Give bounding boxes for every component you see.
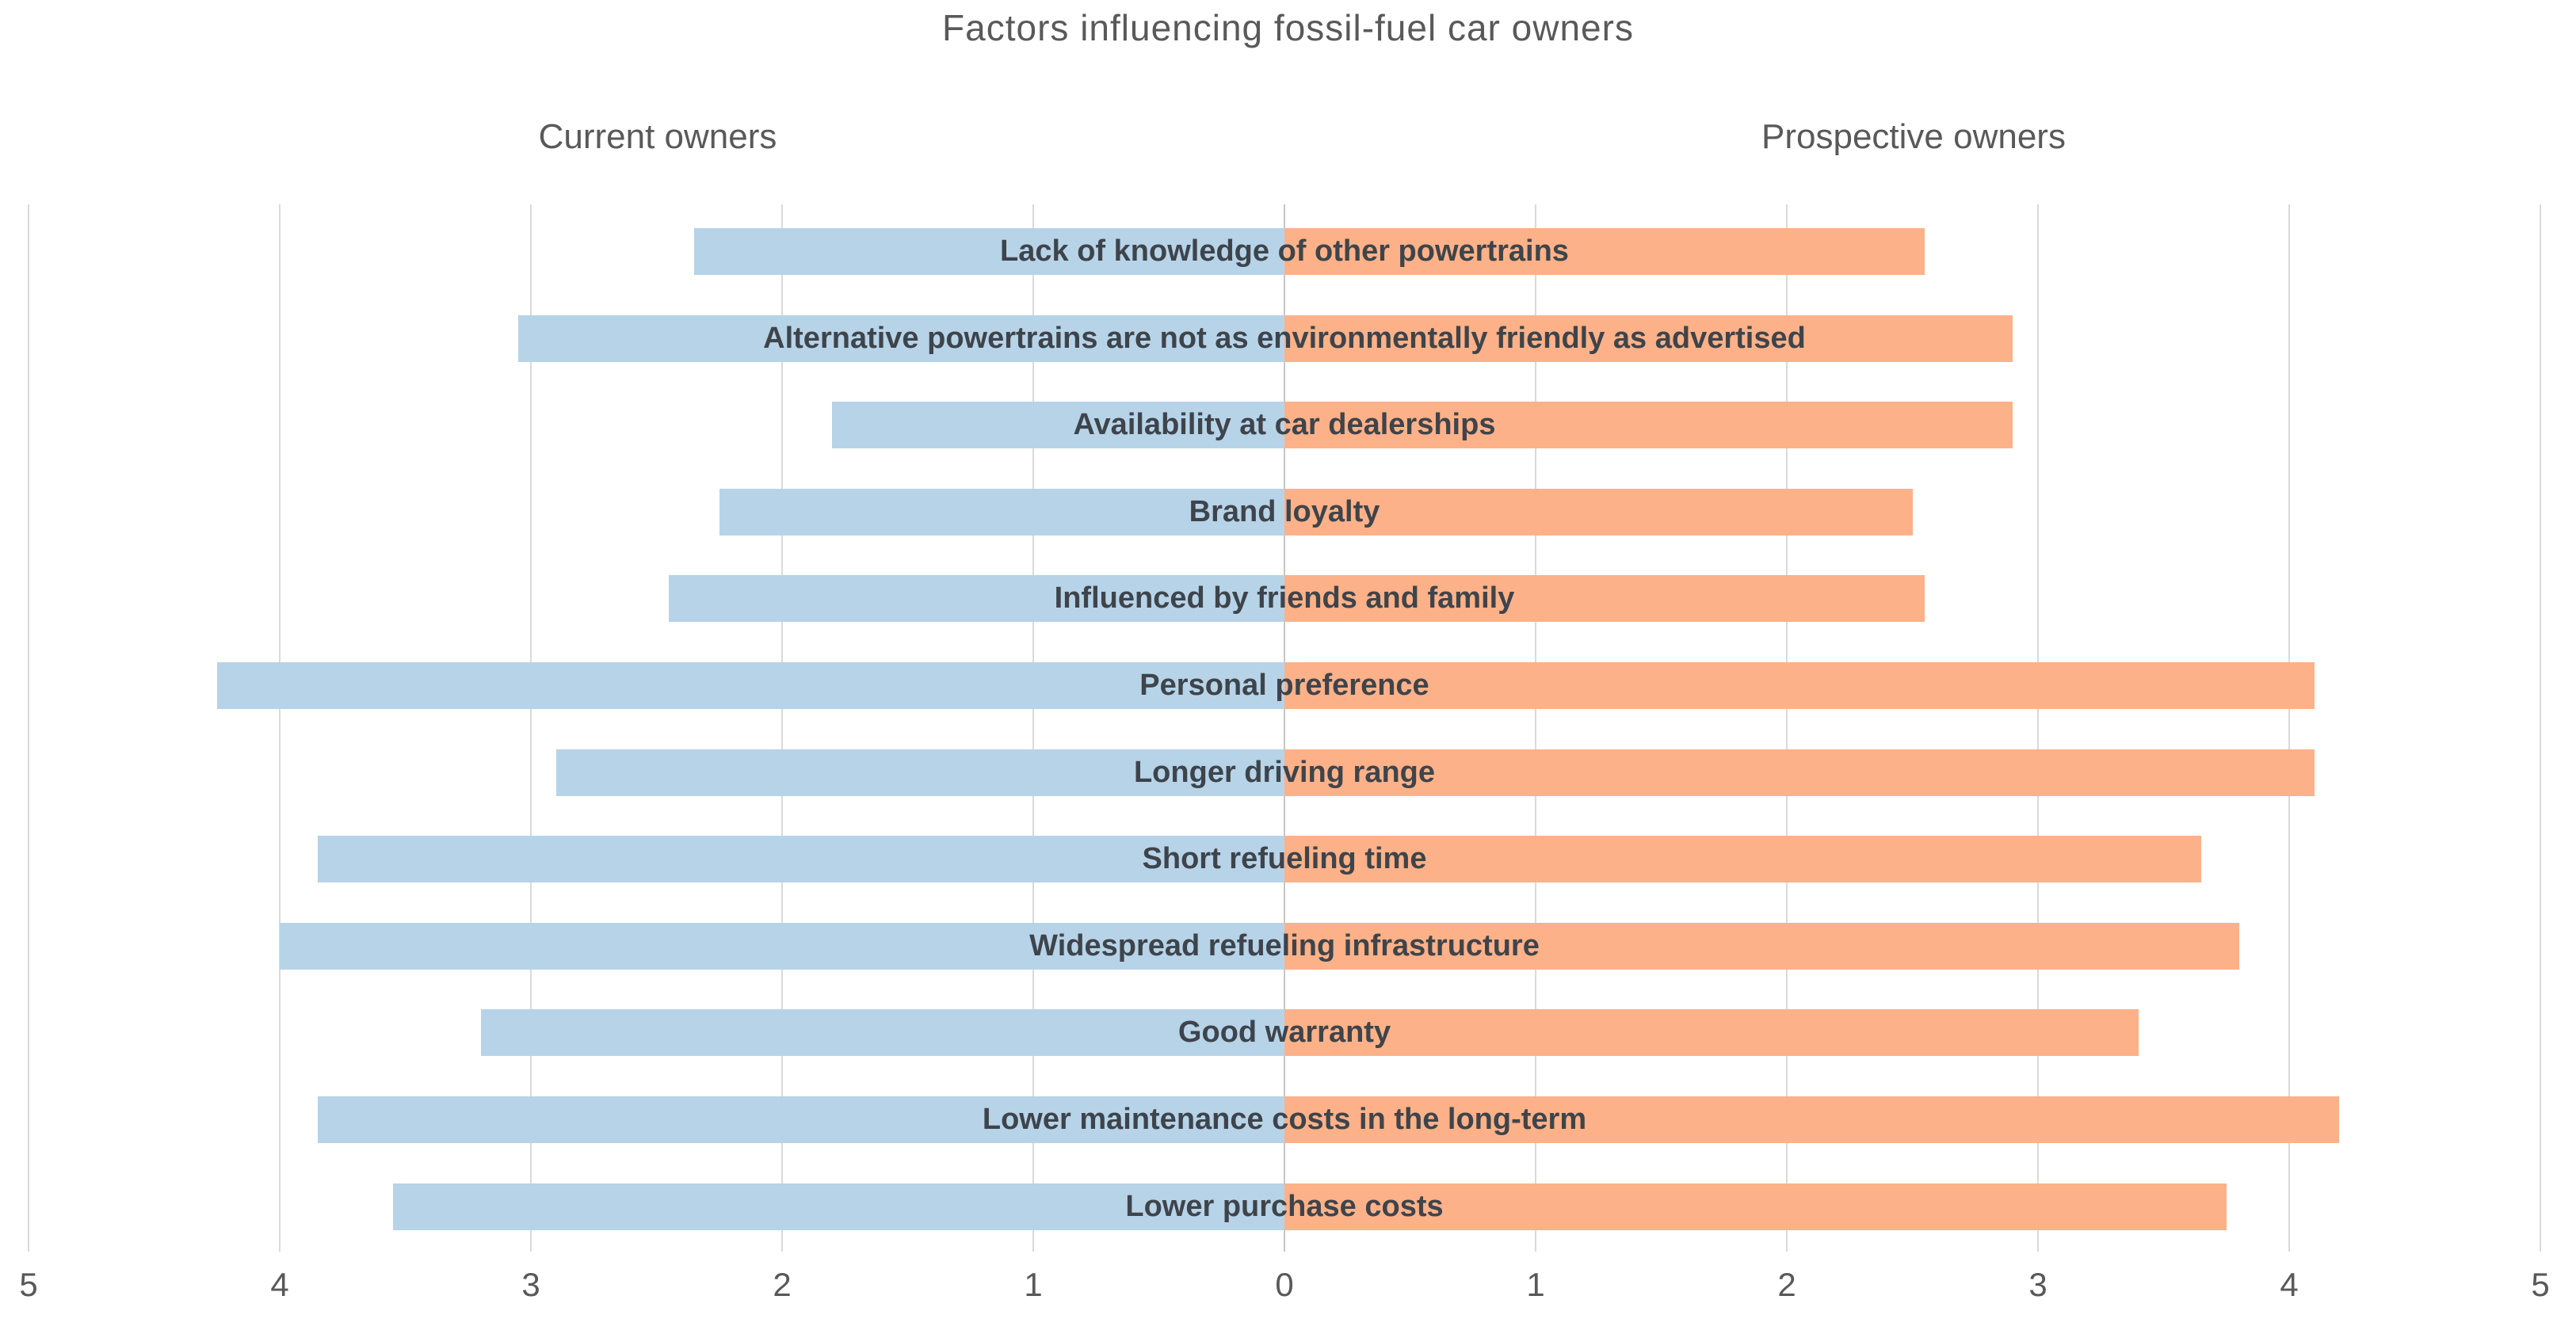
- bar-current-owners: [392, 1183, 1284, 1230]
- x-tick-label: 4: [270, 1266, 289, 1303]
- bar-prospective-owners: [1284, 402, 2013, 448]
- series-header-current-owners: Current owners: [538, 117, 777, 156]
- category-label: Lack of knowledge of other powertrains: [1000, 234, 1569, 268]
- bar-prospective-owners: [1284, 575, 1925, 622]
- x-tick-label: 1: [1024, 1266, 1043, 1303]
- axis-zero-line: [1284, 204, 1285, 1252]
- x-tick-label: 3: [521, 1266, 540, 1303]
- bar-current-owners: [216, 662, 1284, 709]
- category-label: Lower purchase costs: [1125, 1190, 1444, 1223]
- bar-prospective-owners: [1284, 1009, 2139, 1056]
- bar-current-owners: [719, 489, 1284, 536]
- gridline: [28, 204, 29, 1252]
- chart-title: Factors influencing fossil-fuel car owne…: [942, 7, 1634, 48]
- bar-current-owners: [832, 402, 1284, 448]
- bar-current-owners: [480, 1009, 1284, 1056]
- gridline: [781, 204, 783, 1252]
- bar-prospective-owners: [1284, 1183, 2227, 1230]
- gridline: [279, 204, 280, 1252]
- bar-current-owners: [518, 315, 1284, 362]
- bar-prospective-owners: [1284, 315, 2013, 362]
- bar-prospective-owners: [1284, 923, 2239, 970]
- category-label: Good warranty: [1177, 1016, 1391, 1049]
- gridline: [1786, 204, 1788, 1252]
- category-label: Lower maintenance costs in the long-term: [982, 1103, 1587, 1136]
- x-tick-label: 0: [1275, 1266, 1294, 1303]
- x-tick-label: 5: [19, 1266, 38, 1303]
- bar-prospective-owners: [1284, 836, 2202, 882]
- gridline: [530, 204, 532, 1252]
- category-label: Widespread refueling infrastructure: [1029, 929, 1540, 962]
- bar-prospective-owners: [1284, 228, 1925, 275]
- gridline: [1032, 204, 1034, 1252]
- bar-prospective-owners: [1284, 662, 2315, 709]
- category-label: Availability at car dealerships: [1073, 408, 1496, 441]
- bar-current-owners: [669, 575, 1284, 622]
- x-tick-label: 1: [1526, 1266, 1545, 1303]
- gridline: [2540, 204, 2541, 1252]
- x-tick-label: 5: [2531, 1266, 2550, 1303]
- bar-current-owners: [555, 749, 1284, 796]
- x-tick-label: 2: [1777, 1266, 1796, 1303]
- bar-current-owners: [317, 1096, 1284, 1143]
- series-header-prospective-owners: Prospective owners: [1761, 117, 2066, 156]
- x-tick-label: 3: [2028, 1266, 2047, 1303]
- category-label: Personal preference: [1139, 669, 1429, 702]
- gridline: [2288, 204, 2290, 1252]
- x-tick-label: 4: [2280, 1266, 2299, 1303]
- bar-prospective-owners: [1284, 1096, 2340, 1143]
- bar-current-owners: [694, 228, 1284, 275]
- bar-prospective-owners: [1284, 489, 1913, 536]
- bar-current-owners: [280, 923, 1284, 970]
- bar-prospective-owners: [1284, 749, 2315, 796]
- gridline: [2037, 204, 2039, 1252]
- gridline: [1535, 204, 1536, 1252]
- x-tick-label: 2: [773, 1266, 792, 1303]
- category-label: Longer driving range: [1133, 756, 1436, 789]
- category-label: Brand loyalty: [1189, 495, 1380, 528]
- bar-current-owners: [317, 836, 1284, 882]
- category-label: Alternative powertrains are not as envir…: [763, 322, 1806, 355]
- category-label: Short refueling time: [1142, 842, 1427, 875]
- category-label: Influenced by friends and family: [1054, 581, 1515, 615]
